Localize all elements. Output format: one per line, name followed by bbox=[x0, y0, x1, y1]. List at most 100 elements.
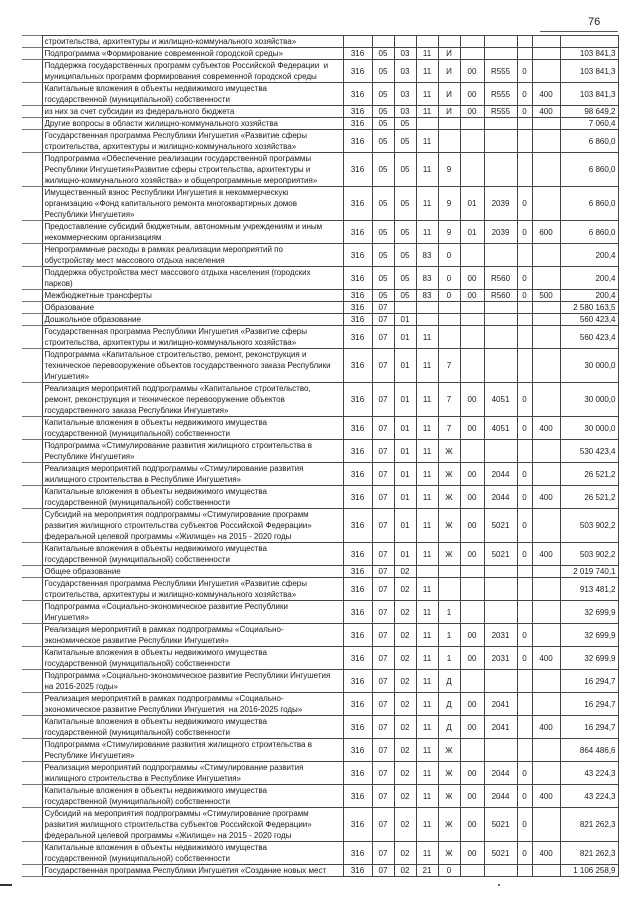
subsection-code: 02 bbox=[393, 623, 417, 647]
direction-code bbox=[459, 325, 485, 349]
program-code: 11 bbox=[415, 59, 439, 83]
ved-code: 316 bbox=[342, 761, 373, 785]
table-row: Государственная программа Республики Инг… bbox=[22, 325, 619, 349]
amount: 16 294,7 bbox=[559, 692, 619, 716]
subsection-code: 01 bbox=[393, 542, 417, 566]
amount: 32 699,9 bbox=[559, 600, 619, 624]
program-code: 11 bbox=[415, 416, 439, 440]
scan-mark bbox=[0, 884, 12, 886]
program-code: 11 bbox=[415, 600, 439, 624]
row-name: Капитальные вложения в объекты недвижимо… bbox=[41, 542, 344, 566]
direction-code bbox=[459, 439, 485, 463]
subsection-code: 02 bbox=[393, 864, 417, 877]
row-name: Образование bbox=[41, 301, 344, 314]
direction-code: 00 bbox=[459, 416, 485, 440]
subsection-code: 01 bbox=[393, 462, 417, 486]
row-name: Капитальные вложения в объекты недвижимо… bbox=[41, 784, 344, 808]
row-margin bbox=[22, 35, 43, 48]
target-sub-code bbox=[516, 600, 533, 624]
amount: 103 841,3 bbox=[559, 59, 619, 83]
row-name: Субсидий на мероприятия подпрограммы «Ст… bbox=[41, 508, 344, 543]
subsection-code: 05 bbox=[393, 186, 417, 221]
section-code: 05 bbox=[371, 59, 395, 83]
target-code bbox=[483, 864, 518, 877]
table-row: Подпрограмма «Формирование современной г… bbox=[22, 47, 619, 60]
expense-type-code bbox=[531, 348, 561, 383]
row-name: Общее образование bbox=[41, 565, 344, 578]
row-name: Реализация мероприятий подпрограммы «Кап… bbox=[41, 382, 344, 417]
subsection-code: 03 bbox=[393, 59, 417, 83]
row-name: Подпрограмма «Стимулирование развития жи… bbox=[41, 439, 344, 463]
table-row: Субсидий на мероприятия подпрограммы «Ст… bbox=[22, 807, 619, 842]
direction-code bbox=[459, 600, 485, 624]
subprogram-code: 1 bbox=[437, 623, 461, 647]
target-sub-code: 0 bbox=[516, 289, 533, 302]
subprogram-code: 7 bbox=[437, 382, 461, 417]
expense-type-code bbox=[531, 462, 561, 486]
program-code: 11 bbox=[415, 382, 439, 417]
row-margin bbox=[22, 325, 43, 349]
ved-code: 316 bbox=[342, 715, 373, 739]
target-code: 4051 bbox=[483, 382, 518, 417]
table-row: Капитальные вложения в объекты недвижимо… bbox=[22, 485, 619, 509]
program-code: 83 bbox=[415, 266, 439, 290]
row-margin bbox=[22, 669, 43, 693]
subprogram-code: Ж bbox=[437, 485, 461, 509]
program-code bbox=[415, 313, 439, 326]
amount: 913 481,2 bbox=[559, 577, 619, 601]
table-body: строительства, архитектуры и жилищно-ком… bbox=[22, 35, 619, 877]
section-code: 07 bbox=[371, 462, 395, 486]
subsection-code: 02 bbox=[393, 692, 417, 716]
row-margin bbox=[22, 864, 43, 877]
amount: 2 580 163,5 bbox=[559, 301, 619, 314]
row-margin bbox=[22, 152, 43, 187]
target-sub-code bbox=[516, 152, 533, 187]
subprogram-code: 9 bbox=[437, 186, 461, 221]
section-code: 07 bbox=[371, 692, 395, 716]
ved-code: 316 bbox=[342, 485, 373, 509]
target-code: R555 bbox=[483, 59, 518, 83]
table-row: Государственная программа Республики Инг… bbox=[22, 129, 619, 153]
row-name: Подпрограмма «Капитальное строительство,… bbox=[41, 348, 344, 383]
section-code: 05 bbox=[371, 117, 395, 130]
ved-code: 316 bbox=[342, 220, 373, 244]
amount: 864 486,6 bbox=[559, 738, 619, 762]
row-margin bbox=[22, 382, 43, 417]
row-margin bbox=[22, 129, 43, 153]
row-margin bbox=[22, 348, 43, 383]
amount: 103 841,3 bbox=[559, 82, 619, 106]
subsection-code: 01 bbox=[393, 439, 417, 463]
row-margin bbox=[22, 117, 43, 130]
target-code bbox=[483, 738, 518, 762]
section-code: 05 bbox=[371, 289, 395, 302]
ved-code: 316 bbox=[342, 82, 373, 106]
target-code: 4051 bbox=[483, 416, 518, 440]
direction-code: 00 bbox=[459, 59, 485, 83]
amount: 30 000,0 bbox=[559, 382, 619, 417]
section-code: 07 bbox=[371, 600, 395, 624]
subsection-code: 05 bbox=[393, 129, 417, 153]
expense-type-code bbox=[531, 807, 561, 842]
target-code: 5021 bbox=[483, 508, 518, 543]
row-name: Подпрограмма «Социально-экономическое ра… bbox=[41, 600, 344, 624]
subsection-code: 05 bbox=[393, 266, 417, 290]
row-margin bbox=[22, 715, 43, 739]
direction-code bbox=[459, 313, 485, 326]
ved-code: 316 bbox=[342, 348, 373, 383]
table-row: строительства, архитектуры и жилищно-ком… bbox=[22, 35, 619, 48]
row-name: Поддержка обустройства мест массового от… bbox=[41, 266, 344, 290]
row-margin bbox=[22, 600, 43, 624]
target-sub-code bbox=[516, 565, 533, 578]
program-code: 11 bbox=[415, 186, 439, 221]
expense-type-code bbox=[531, 47, 561, 60]
amount: 98 649,2 bbox=[559, 105, 619, 118]
row-margin bbox=[22, 220, 43, 244]
ved-code: 316 bbox=[342, 600, 373, 624]
subprogram-code: 0 bbox=[437, 266, 461, 290]
target-sub-code: 0 bbox=[516, 761, 533, 785]
row-margin bbox=[22, 623, 43, 647]
direction-code bbox=[459, 152, 485, 187]
subprogram-code: Ж bbox=[437, 841, 461, 865]
ved-code: 316 bbox=[342, 382, 373, 417]
direction-code bbox=[459, 47, 485, 60]
